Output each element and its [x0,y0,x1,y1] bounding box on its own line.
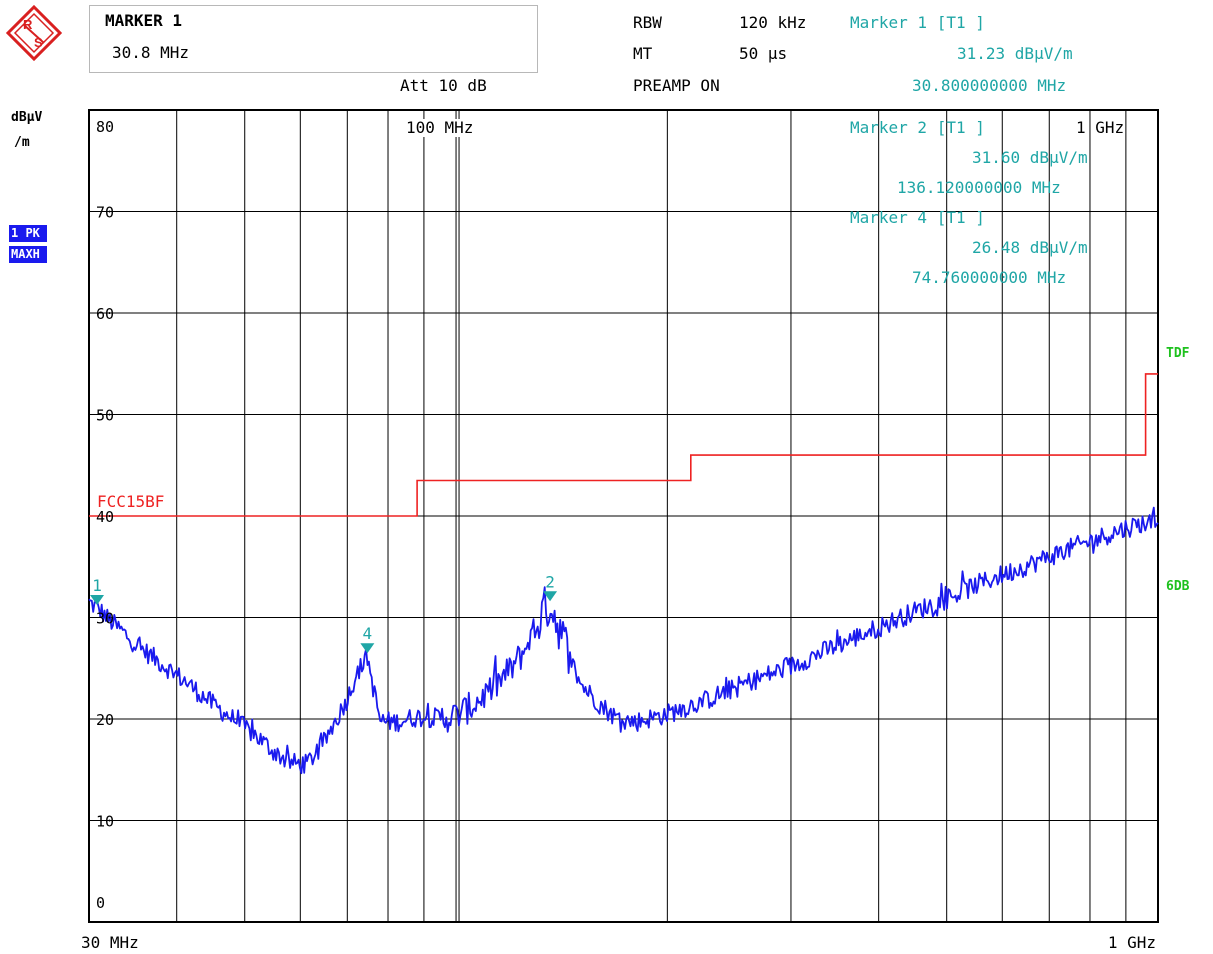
svg-text:S: S [34,35,43,50]
x-tick-label: 30 MHz [81,933,139,952]
chart-labels: 80 70 60 50 40 30 20 10 0 30 MHz 1 GHz [81,118,1156,952]
tdf-indicator: TDF [1166,346,1190,361]
markers-group: 1 2 4 [90,572,558,654]
marker4-level: 26.48 dBµV/m [972,238,1088,257]
svg-text:R: R [23,17,33,32]
y-tick-label: 60 [96,305,114,323]
x-tick-label: 1 GHz [1108,933,1156,952]
y-tick-label: 50 [96,407,114,425]
marker-info-box [89,5,538,73]
preamp-label: PREAMP ON [633,76,720,95]
marker-label: 1 [92,576,102,595]
y-tick-label: 40 [96,508,114,526]
y-tick-label: 20 [96,711,114,729]
grid-label-1ghz-top: 1 GHz [1076,118,1125,137]
limit-line [89,373,1158,517]
marker4-freq: 74.760000000 MHz [912,268,1067,287]
y-tick-label: 0 [96,894,105,912]
attenuation-label: Att 10 dB [400,76,487,95]
rohde-schwarz-logo: R S [5,4,63,62]
trace-detector-badge: 1 PK [9,225,47,242]
marker1-title: Marker 1 [T1 ] [850,13,985,32]
trace-group [88,506,1159,775]
mt-value: 50 µs [739,44,788,63]
trace-mode-badge: MAXH [9,246,47,263]
marker2-title: Marker 2 [T1 ] [850,118,985,137]
marker2-level: 31.60 dBµV/m [972,148,1088,167]
y-tick-label: 70 [96,204,114,222]
rbw-label: RBW [633,13,662,32]
marker2-freq: 136.120000000 MHz [897,178,1061,197]
mt-label: MT [633,44,653,63]
marker-box-title: MARKER 1 [105,11,183,30]
limit-line-group [89,373,1158,517]
trace-line [88,506,1159,775]
marker1-level: 31.23 dBµV/m [957,44,1073,63]
marker4-title: Marker 4 [T1 ] [850,208,985,227]
y-tick-label: 30 [96,610,114,628]
grid-label-100mhz: 100 MHz [406,118,474,137]
marker-label: 2 [545,572,555,591]
marker-box-value: 30.8 MHz [112,43,190,62]
marker-label: 4 [363,624,373,643]
y-unit-line2: /m [14,135,30,150]
rbw-value: 120 kHz [739,13,807,32]
6db-indicator: 6DB [1166,579,1190,594]
y-tick-label: 80 [96,118,114,136]
y-tick-label: 10 [96,813,114,831]
limit-line-label: FCC15BF [97,492,165,511]
y-unit-line1: dBµV [11,110,43,125]
marker-triangle [90,595,105,606]
marker-triangle [543,591,558,602]
marker1-freq: 30.800000000 MHz [912,76,1067,95]
marker-triangle [360,643,375,654]
